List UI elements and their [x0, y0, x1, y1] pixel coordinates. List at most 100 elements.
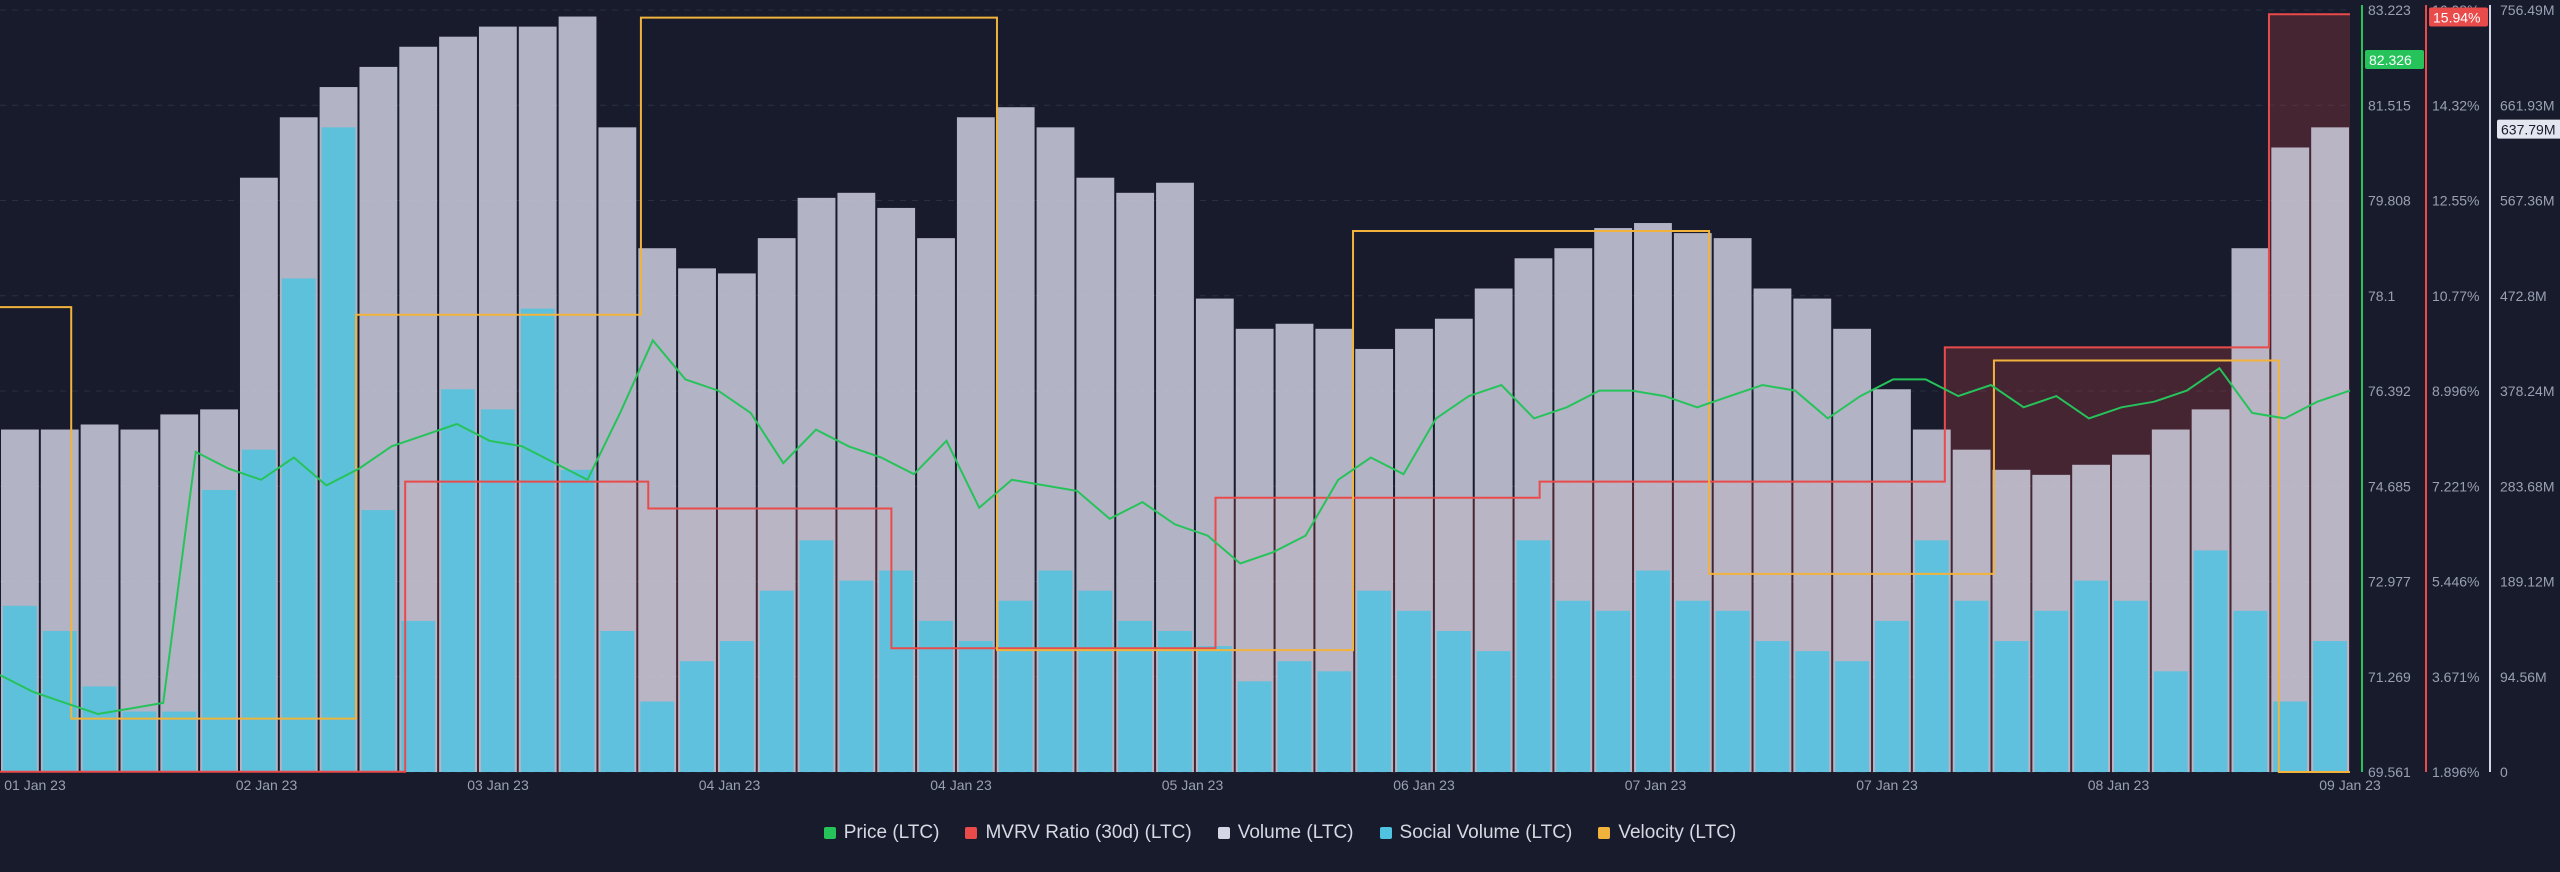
legend-label-mvrv: MVRV Ratio (30d) (LTC) — [985, 822, 1192, 843]
social-volume-bar — [1516, 540, 1551, 772]
legend-label-velocity: Velocity (LTC) — [1618, 822, 1737, 843]
y-tick-label-volume: 94.56M — [2500, 669, 2547, 685]
social-volume-bar — [162, 711, 197, 772]
legend: Price (LTC) MVRV Ratio (30d) (LTC) Volum… — [0, 818, 2560, 848]
social-volume-bar — [321, 127, 356, 772]
price-line — [0, 338, 2351, 716]
legend-swatch-social-volume — [1379, 827, 1392, 839]
legend-swatch-mvrv — [965, 827, 978, 839]
social-volume-bar — [1317, 671, 1352, 772]
current-value-label-volume: 637.79M — [2501, 122, 2555, 138]
x-tick-label: 01 Jan 23 — [4, 777, 66, 793]
axis-layer: 83.223 81.515 79.808 78.1 76.392 74.685 72.977… — [2361, 2, 2560, 780]
x-tick-label: 09 Jan 23 — [2319, 777, 2381, 793]
x-tick-label: 07 Jan 23 — [1625, 777, 1687, 793]
current-value-badge-volume — [2497, 119, 2560, 139]
mvrv-line — [0, 13, 2350, 773]
social-volume-bar — [958, 641, 993, 772]
social-volume-bar — [680, 661, 714, 772]
social-volume-bar — [1476, 651, 1511, 772]
volume-bar — [638, 248, 677, 772]
legend-swatch-volume — [1217, 827, 1230, 839]
social-volume-bar — [1237, 681, 1272, 772]
x-tick-label: 04 Jan 23 — [699, 777, 761, 793]
mvrv-line-layer — [0, 13, 2350, 773]
y-tick-label-volume: 756.49M — [2500, 2, 2554, 18]
social-volume-bar — [1158, 630, 1192, 772]
social-volume-bar — [2034, 610, 2069, 772]
social-volume-bar — [361, 510, 396, 772]
social-volume-bar — [919, 620, 953, 772]
y-tick-label-volume: 661.93M — [2500, 97, 2554, 113]
social-volume-bar — [1835, 661, 1870, 772]
legend-item-social-volume[interactable]: Social Volume (LTC) — [1379, 822, 1572, 844]
social-volume-bar — [560, 469, 595, 772]
y-tick-label-price: 74.685 — [2368, 478, 2411, 494]
legend-label-price: Price (LTC) — [843, 822, 940, 843]
social-volume-bar — [719, 641, 754, 772]
current-value-label-price: 82.326 — [2369, 52, 2412, 68]
x-tick-label: 08 Jan 23 — [2088, 777, 2150, 793]
social-volume-bar — [600, 630, 635, 772]
y-tick-label-price: 81.515 — [2368, 97, 2411, 113]
social-volume-bar — [1357, 590, 1392, 772]
legend-item-mvrv[interactable]: MVRV Ratio (30d) (LTC) — [965, 822, 1192, 844]
current-value-badge-mvrv — [2429, 7, 2488, 27]
social-volume-bar — [202, 489, 236, 772]
social-volume-bar — [1436, 630, 1471, 772]
x-tick-label: 07 Jan 23 — [1856, 777, 1918, 793]
social-volume-bar — [441, 389, 475, 772]
y-tick-label-price: 72.977 — [2368, 574, 2411, 590]
legend-item-price[interactable]: Price (LTC) — [823, 822, 940, 844]
legend-item-velocity[interactable]: Velocity (LTC) — [1598, 822, 1736, 844]
social-volume-bar — [998, 600, 1033, 772]
legend-swatch-price — [823, 827, 836, 839]
y-tick-label-price: 71.269 — [2368, 669, 2411, 685]
y-tick-label-volume: 283.68M — [2500, 478, 2554, 494]
social-volume-bar — [2074, 580, 2109, 772]
x-axis-ticks: 01 Jan 23 02 Jan 23 03 Jan 23 04 Jan 23 04 J… — [4, 777, 2381, 793]
volume-bar — [2271, 147, 2310, 773]
y-tick-label-volume: 0 — [2500, 764, 2508, 780]
y-tick-label-mvrv: 10.77% — [2432, 288, 2479, 304]
social-volume-bars — [3, 127, 2347, 772]
y-tick-label-mvrv: 8.996% — [2432, 383, 2479, 399]
y-tick-label-mvrv: 14.32% — [2432, 97, 2479, 113]
x-tick-label: 06 Jan 23 — [1393, 777, 1455, 793]
social-volume-bar — [1078, 590, 1113, 772]
social-volume-bar — [1954, 600, 1989, 772]
y-tick-label-volume: 189.12M — [2500, 574, 2554, 590]
social-volume-bar — [1914, 540, 1949, 772]
social-volume-bar — [759, 590, 794, 772]
y-tick-label-price: 76.392 — [2368, 383, 2411, 399]
social-volume-bar — [839, 580, 874, 772]
y-tick-label-mvrv: 3.671% — [2432, 669, 2479, 685]
y-tick-label-price: 69.561 — [2368, 764, 2411, 780]
social-volume-bar — [799, 540, 834, 772]
social-volume-bar — [2193, 550, 2228, 772]
social-volume-bar — [1038, 570, 1073, 772]
social-volume-bar — [2114, 600, 2148, 772]
social-volume-bar — [2233, 610, 2268, 772]
social-volume-bar — [879, 570, 914, 772]
y-tick-label-price: 78.1 — [2368, 288, 2395, 304]
social-volume-bar — [1197, 646, 1232, 772]
legend-item-volume[interactable]: Volume (LTC) — [1217, 822, 1354, 844]
social-volume-bar — [1118, 620, 1153, 772]
social-volume-bar — [1397, 610, 1431, 772]
x-tick-label: 04 Jan 23 — [930, 777, 992, 793]
social-volume-bar — [520, 308, 555, 772]
social-volume-bar — [640, 701, 675, 772]
y-tick-label-mvrv: 1.896% — [2432, 764, 2479, 780]
social-volume-bar — [3, 605, 37, 772]
velocity-line — [0, 16, 2350, 773]
current-value-badge-price — [2365, 50, 2424, 70]
social-volume-bar — [2153, 671, 2188, 772]
x-tick-label: 05 Jan 23 — [1162, 777, 1224, 793]
velocity-line-layer — [0, 16, 2350, 773]
social-volume-bar — [122, 711, 157, 772]
social-volume-bar — [281, 278, 316, 772]
social-volume-bar — [1795, 651, 1830, 772]
